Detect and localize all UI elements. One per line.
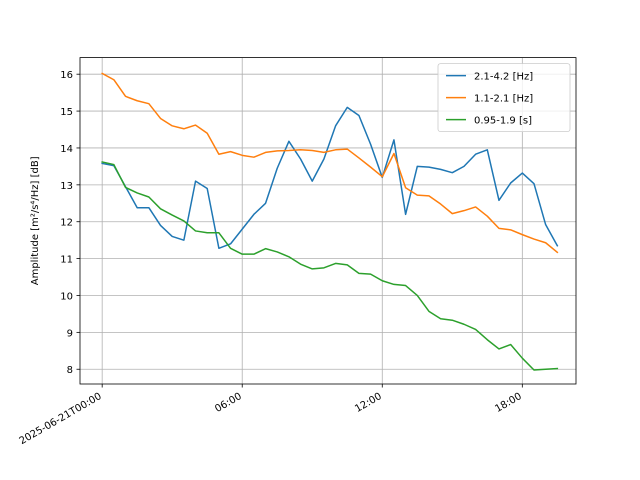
y-tick-label: 11: [60, 255, 73, 266]
series-line-1: [101, 106, 559, 250]
x-axis: 2025-06-21T00:00 06:00 12:00 18:00: [18, 384, 524, 447]
legend: 2.1-4.2 [Hz] 1.1-2.1 [Hz] 0.95-1.9 [s]: [437, 63, 571, 132]
y-tick-label: 14: [60, 144, 73, 155]
series-line-3: [101, 161, 559, 371]
y-tick-label: 8: [67, 365, 73, 376]
y-tick-label: 16: [60, 70, 73, 81]
series-line-2: [101, 72, 559, 254]
x-tick-label: 2025-06-21T00:00: [18, 391, 104, 447]
legend-label-3: 0.95-1.9 [s]: [474, 116, 532, 127]
x-tick-label: 06:00: [213, 391, 243, 415]
legend-box: [437, 63, 571, 132]
y-axis-label: Amplitude [m²/s⁴/Hz] [dB]: [30, 156, 41, 285]
x-tick-label: 12:00: [353, 391, 383, 415]
plot-frame: [79, 57, 577, 385]
series-lines: [101, 72, 559, 371]
grid: [80, 57, 576, 384]
y-tick-label: 15: [60, 107, 73, 118]
y-tick-label: 10: [60, 291, 73, 302]
legend-label-2: 1.1-2.1 [Hz]: [474, 94, 533, 105]
y-axis: 8 9 10 11 12 13 14 15 16: [60, 70, 80, 376]
y-tick-label: 12: [60, 218, 73, 229]
y-tick-label: 9: [67, 328, 73, 339]
y-tick-label: 13: [60, 181, 73, 192]
x-tick-label: 18:00: [493, 391, 523, 415]
legend-label-1: 2.1-4.2 [Hz]: [474, 72, 533, 83]
